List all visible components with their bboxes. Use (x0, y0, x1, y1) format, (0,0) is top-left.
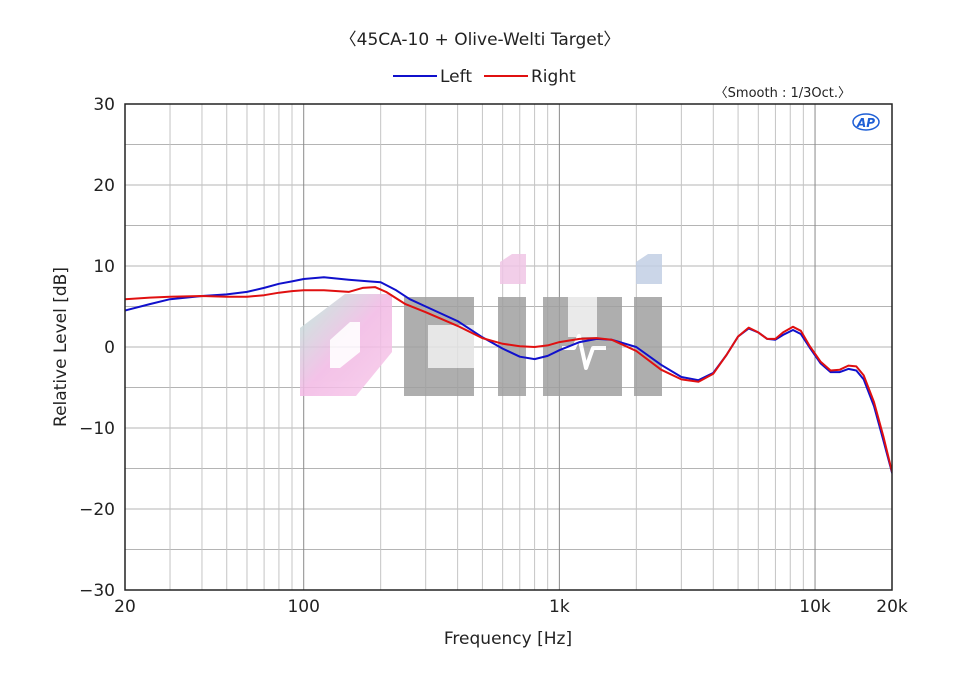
x-tick-label: 1k (549, 597, 570, 617)
legend-label-right: Right (531, 67, 576, 87)
watermark: cihi (0, 0, 662, 396)
ap-badge-text: AP (856, 116, 875, 130)
series-group (125, 276, 892, 474)
plot-frame (124, 103, 893, 591)
y-tick-label: 0 (104, 338, 115, 358)
watermark-letter-i2 (634, 297, 662, 396)
series-line-right (125, 286, 892, 473)
legend-label-left: Left (440, 67, 472, 87)
y-tick-label: −10 (79, 419, 115, 439)
x-axis-label: Frequency [Hz] (444, 629, 572, 649)
plot-grid (125, 104, 892, 590)
watermark-letter-c-gap (428, 325, 474, 368)
watermark-letter-h-gap (568, 297, 597, 337)
chart-title: 〈45CA-10 + Olive-Welti Target〉 (340, 30, 621, 50)
watermark-dot-i1 (500, 254, 526, 284)
watermark-heartbeat (562, 334, 606, 370)
legend: Left Right (393, 67, 576, 87)
ap-badge: AP (852, 113, 880, 131)
x-tick-label: 20k (876, 597, 908, 617)
x-tick-label: 20 (114, 597, 136, 617)
ap-badge-ring (852, 113, 880, 131)
x-tick-label: 10k (799, 597, 831, 617)
watermark-dot-i2 (636, 254, 662, 284)
y-axis-label: Relative Level [dB] (51, 267, 71, 427)
smoothing-note: 〈Smooth : 1/3Oct.〉 (715, 86, 851, 101)
y-tick-label: 20 (93, 176, 115, 196)
y-tick-label: −20 (79, 500, 115, 520)
y-tick-label: −30 (79, 581, 115, 601)
watermark-text: cihi (0, 0, 2, 1)
watermark-logo-cutout (330, 322, 360, 368)
x-tick-label: 100 (287, 597, 319, 617)
y-tick-label: 10 (93, 257, 115, 277)
y-tick-label: 30 (93, 95, 115, 115)
